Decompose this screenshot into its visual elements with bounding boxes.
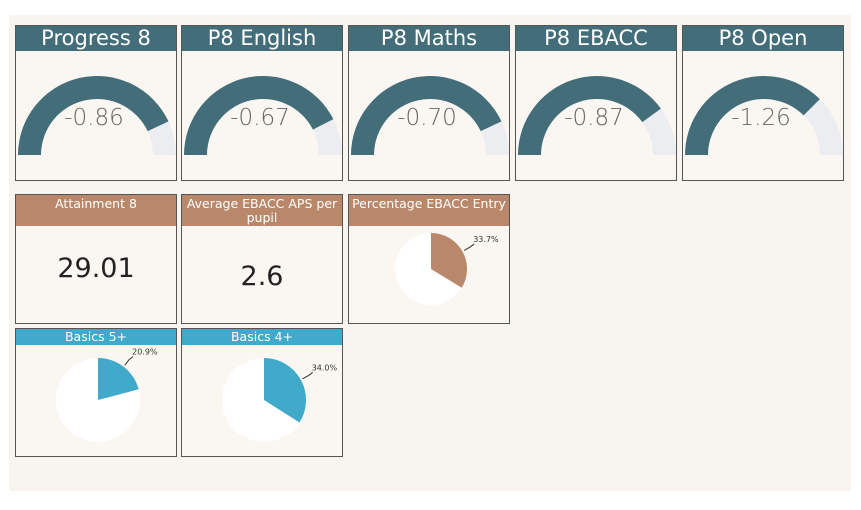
- gauge-fill: [685, 76, 820, 155]
- gauge-fill: [184, 76, 334, 155]
- pie-leader-line: [302, 372, 313, 380]
- kpi-title: Average EBACC APS per pupil: [182, 195, 342, 226]
- pie-basics-5: 20.9%: [56, 348, 158, 442]
- gauge-card-progress-8: Progress 8 -0.86: [15, 25, 177, 181]
- pie-slice-value: [431, 233, 467, 288]
- pie-leader-line: [124, 356, 134, 366]
- gauge-card-p8-open: P8 Open -1.26: [682, 25, 844, 181]
- pie-ebacc-entry: 33.7%: [395, 233, 499, 305]
- gauge-value-label: -1.26: [731, 105, 791, 131]
- gauge-value-label: -0.87: [564, 105, 624, 131]
- kpi-card-average-ebacc-aps: Average EBACC APS per pupil 2.6: [181, 194, 343, 324]
- gauge-p8-open: -1.26: [685, 76, 843, 155]
- pie-slice-label: 34.0%: [312, 363, 338, 372]
- pie-basics-4: 34.0%: [222, 358, 338, 442]
- gauge-card-p8-ebacc: P8 EBACC -0.87: [515, 25, 677, 181]
- gauge-p8-ebacc: -0.87: [518, 76, 676, 155]
- pie-leader-line: [463, 243, 475, 251]
- pie-title: Basics 4+: [182, 329, 342, 345]
- pie-card-basics-5: Basics 5+ 20.9%: [15, 328, 177, 457]
- gauge-p8-maths: -0.70: [351, 76, 509, 155]
- kpi-value: 2.6: [240, 261, 284, 292]
- kpi-title: Attainment 8: [16, 195, 176, 226]
- pie-slice-label: 20.9%: [132, 348, 158, 357]
- pie-slice-value: [98, 358, 139, 400]
- gauge-p8-english: -0.67: [184, 76, 342, 155]
- pie-title: Basics 5+: [16, 329, 176, 345]
- gauge-fill: [18, 76, 169, 155]
- gauge-title: P8 English: [182, 26, 342, 51]
- gauge-card-p8-maths: P8 Maths -0.70: [348, 25, 510, 181]
- pie-slice-label: 33.7%: [473, 235, 499, 244]
- kpi-card-attainment-8: Attainment 8 29.01: [15, 194, 177, 324]
- dashboard-canvas: Progress 8 -0.86 P8 English -0.67 P8 Mat…: [9, 15, 851, 491]
- pie-slice-value: [264, 358, 306, 423]
- gauge-fill: [351, 76, 502, 155]
- pie-card-basics-4: Basics 4+ 34.0%: [181, 328, 343, 457]
- pie-card-ebacc-entry: Percentage EBACC Entry 33.7%: [348, 194, 510, 324]
- gauge-value-label: -0.67: [230, 105, 290, 131]
- gauge-fill: [518, 76, 661, 155]
- gauge-title: P8 EBACC: [516, 26, 676, 51]
- gauge-card-p8-english: P8 English -0.67: [181, 25, 343, 181]
- gauge-progress-8: -0.86: [18, 76, 176, 155]
- gauge-title: P8 Maths: [349, 26, 509, 51]
- gauge-title: Progress 8: [16, 26, 176, 51]
- gauge-title: P8 Open: [683, 26, 843, 51]
- gauge-value-label: -0.86: [64, 105, 124, 131]
- pie-title: Percentage EBACC Entry: [349, 195, 509, 226]
- kpi-value: 29.01: [57, 253, 135, 284]
- gauge-value-label: -0.70: [397, 105, 457, 131]
